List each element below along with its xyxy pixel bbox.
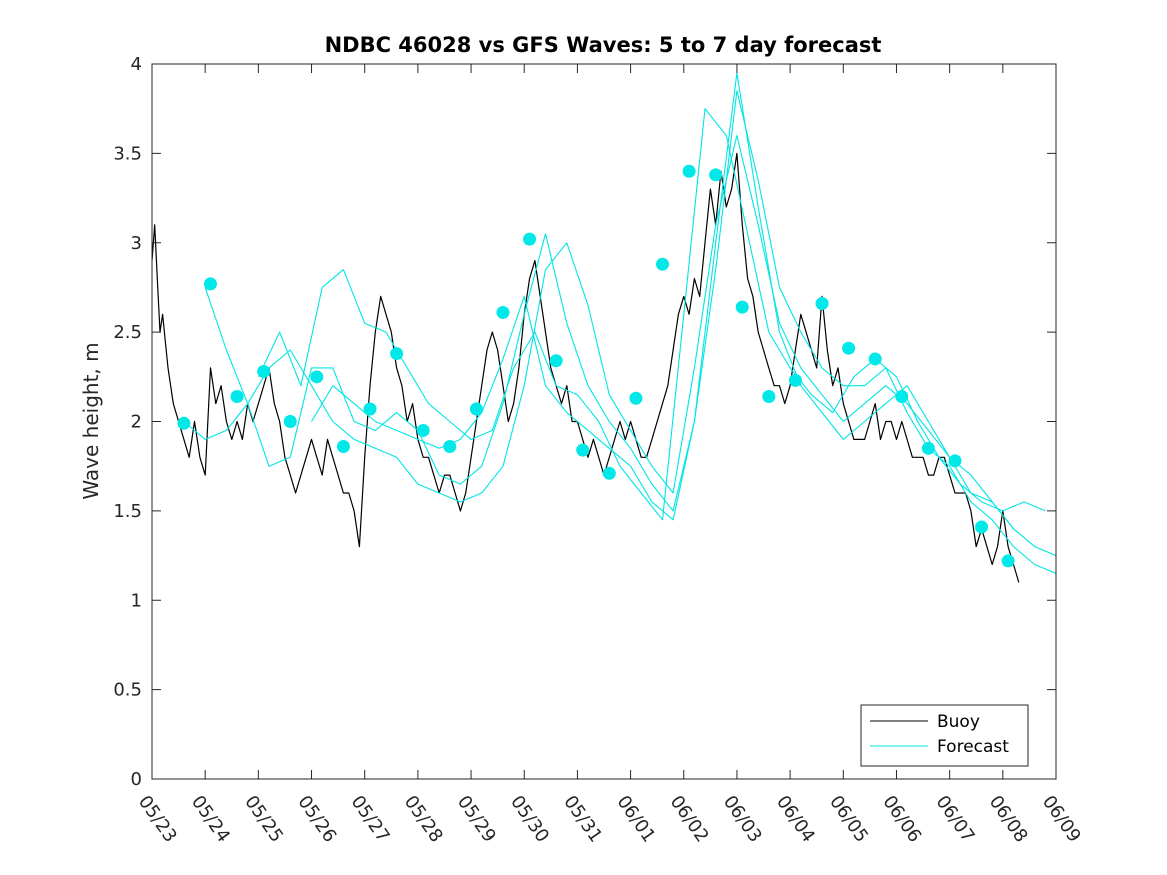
forecast-marker bbox=[363, 402, 377, 416]
forecast-line bbox=[257, 108, 1046, 521]
forecast-marker bbox=[1001, 554, 1015, 568]
forecast-marker bbox=[523, 232, 537, 246]
y-tick-label: 2.5 bbox=[113, 322, 142, 343]
plot-area bbox=[152, 64, 1056, 779]
forecast-marker bbox=[283, 415, 297, 428]
forecast-marker bbox=[975, 520, 989, 534]
legend-label-buoy: Buoy bbox=[937, 712, 980, 732]
forecast-marker bbox=[655, 257, 669, 271]
forecast-marker bbox=[390, 347, 404, 361]
y-tick-label: 0.5 bbox=[113, 680, 142, 701]
y-tick-label: 1.5 bbox=[113, 501, 142, 522]
y-tick-label: 1 bbox=[131, 590, 142, 611]
y-tick-label: 3 bbox=[131, 233, 142, 254]
series-layer bbox=[152, 72, 1056, 583]
forecast-marker bbox=[576, 443, 590, 457]
forecast-marker bbox=[257, 364, 271, 378]
legend-label-forecast: Forecast bbox=[937, 737, 1009, 757]
forecast-marker bbox=[629, 391, 643, 405]
y-axis: 0 0.5 1 1.5 2 2.5 3 3.5 4 bbox=[113, 54, 1056, 790]
forecast-marker bbox=[682, 164, 696, 178]
y-tick-label: 2 bbox=[131, 412, 142, 433]
legend: Buoy Forecast bbox=[860, 704, 1029, 767]
legend-box bbox=[860, 704, 1029, 767]
forecast-marker bbox=[602, 466, 616, 480]
forecast-marker bbox=[336, 440, 350, 454]
forecast-marker bbox=[868, 352, 882, 366]
forecast-marker bbox=[815, 297, 829, 311]
chart-title: NDBC 46028 vs GFS Waves: 5 to 7 day fore… bbox=[325, 33, 882, 57]
forecast-marker bbox=[177, 416, 191, 430]
forecast-line bbox=[204, 90, 1056, 574]
y-axis-label: Wave height, m bbox=[79, 342, 103, 499]
forecast-marker bbox=[895, 389, 909, 403]
forecast-marker bbox=[416, 423, 430, 437]
forecast-marker bbox=[230, 389, 244, 403]
forecast-marker bbox=[310, 370, 324, 384]
forecast-marker bbox=[549, 354, 563, 368]
y-tick-label: 0 bbox=[131, 769, 142, 790]
buoy-line bbox=[152, 152, 1020, 583]
forecast-marker bbox=[469, 402, 483, 416]
y-tick-label: 3.5 bbox=[113, 143, 142, 164]
forecast-marker bbox=[842, 341, 856, 355]
forecast-marker bbox=[735, 300, 749, 314]
forecast-marker bbox=[788, 373, 802, 387]
forecast-marker bbox=[496, 305, 510, 319]
forecast-marker bbox=[948, 454, 962, 468]
forecast-marker bbox=[762, 389, 776, 403]
forecast-line bbox=[183, 134, 1056, 557]
y-tick-label: 4 bbox=[131, 54, 142, 75]
forecast-marker bbox=[921, 441, 935, 455]
forecast-marker bbox=[709, 168, 723, 182]
forecast-marker bbox=[443, 440, 457, 454]
forecast-marker bbox=[203, 277, 217, 291]
